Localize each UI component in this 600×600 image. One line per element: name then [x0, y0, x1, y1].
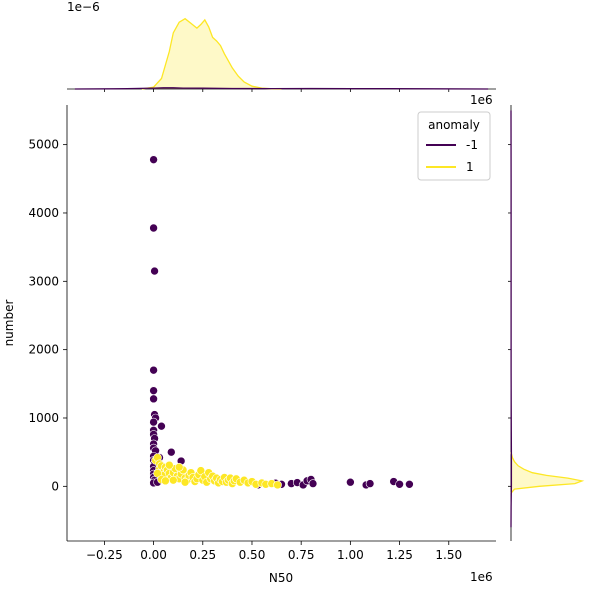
x-tick-label: −0.25	[86, 548, 123, 562]
y-tick-label: 3000	[28, 274, 59, 288]
scatter-point	[150, 266, 159, 276]
right-marginal-density	[508, 105, 585, 541]
scatter-point	[168, 475, 178, 485]
top-marginal-density	[67, 17, 496, 92]
y-tick-label: 2000	[28, 343, 59, 357]
scatter-point	[149, 365, 158, 375]
main-scatter-plot: −0.25 0.00 0.25 0.50 0.75 1.00 1.25 1.50 0 1000 2…	[28, 105, 496, 562]
top-density-fill	[141, 18, 282, 90]
scatter-point	[149, 386, 158, 395]
legend-title: anomaly	[428, 118, 480, 132]
scatter-point	[157, 421, 166, 431]
x-tick-label: 1.00	[337, 548, 364, 562]
scatter-point	[149, 223, 158, 233]
scatter-point	[273, 480, 282, 490]
x-tick-label: 1.25	[386, 548, 413, 562]
top-density-line	[141, 17, 282, 90]
y-axis-ticks: 0 1000 2000 3000 4000 5000	[28, 138, 67, 493]
scatter-points	[149, 155, 414, 490]
scatter-point	[165, 460, 174, 470]
x-tick-label: 0.75	[288, 548, 315, 562]
legend-label-pos1: 1	[466, 160, 474, 174]
y-axis-label: number	[2, 300, 16, 347]
scatter-point	[161, 476, 170, 486]
y-tick-label: 1000	[28, 411, 59, 425]
scatter-point	[149, 155, 158, 164]
scatter-point	[346, 477, 355, 487]
scatter-point	[196, 466, 206, 475]
top-density-line	[74, 87, 489, 90]
x-tick-label: 0.50	[239, 548, 266, 562]
scatter-point	[395, 479, 404, 489]
y-tick-label: 0	[51, 479, 59, 493]
scatter-point	[149, 394, 158, 404]
x-tick-label: 0.25	[189, 548, 216, 562]
right-density-line	[510, 452, 585, 494]
y-tick-label: 4000	[28, 206, 59, 220]
scatter-point	[153, 469, 162, 478]
top-marginal-offset-label: 1e−6	[67, 0, 100, 14]
x-axis-label: N50	[269, 571, 293, 585]
scatter-point	[149, 417, 158, 427]
x-offset-label: 1e6	[470, 570, 493, 584]
y-tick-label: 5000	[28, 138, 59, 152]
x-tick-label: 0.00	[140, 548, 167, 562]
legend-label-neg1: -1	[466, 138, 478, 152]
scatter-point	[180, 477, 190, 487]
legend: anomaly -1 1	[417, 111, 491, 181]
scatter-point	[365, 479, 375, 488]
x-offset-label-top: 1e6	[470, 93, 493, 107]
x-tick-label: 1.50	[435, 548, 462, 562]
scatter-point	[167, 447, 176, 457]
scatter-point	[405, 479, 414, 489]
x-axis-ticks: −0.25 0.00 0.25 0.50 0.75 1.00 1.25 1.50	[86, 541, 462, 562]
scatter-point	[174, 462, 184, 472]
right-density-fill	[511, 452, 582, 494]
scatter-point	[308, 479, 318, 488]
